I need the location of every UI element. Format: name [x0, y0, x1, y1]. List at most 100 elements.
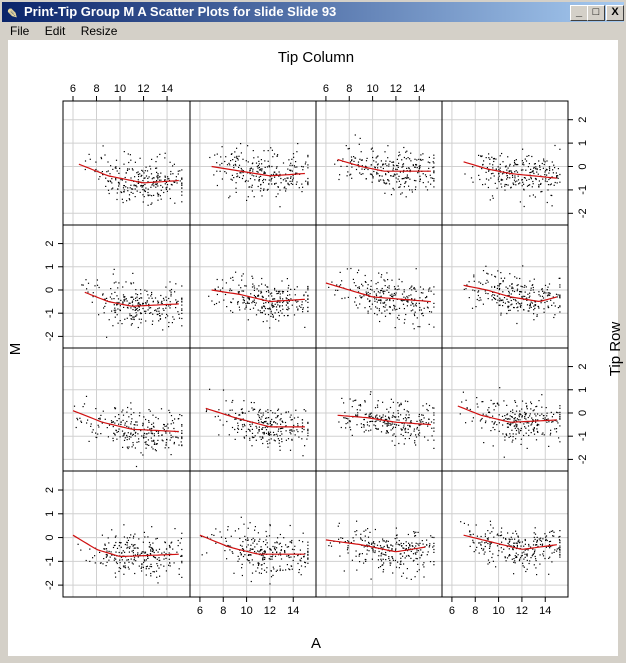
scatter-point: [267, 446, 269, 448]
scatter-point: [136, 441, 138, 443]
scatter-point: [521, 415, 523, 417]
scatter-point: [514, 413, 516, 415]
menu-file[interactable]: File: [10, 24, 30, 38]
scatter-point: [374, 528, 376, 531]
scatter-point: [380, 553, 382, 555]
scatter-point: [536, 539, 538, 541]
scatter-point: [482, 401, 484, 403]
scatter-point: [371, 174, 373, 176]
scatter-point: [148, 303, 150, 305]
scatter-point: [156, 184, 158, 186]
scatter-point: [157, 431, 160, 433]
x-tick-label: 10: [240, 605, 252, 617]
minimize-button[interactable]: _: [570, 5, 588, 21]
loess-curve: [463, 534, 557, 550]
scatter-point: [533, 427, 535, 429]
scatter-point: [216, 170, 218, 172]
scatter-point: [274, 555, 277, 557]
scatter-point: [242, 412, 244, 414]
scatter-point: [381, 564, 383, 566]
scatter-point: [401, 300, 403, 302]
scatter-point: [267, 314, 270, 316]
scatter-point: [148, 541, 151, 544]
close-button[interactable]: X: [606, 5, 624, 21]
scatter-point: [262, 412, 264, 414]
scatter-point: [540, 540, 543, 542]
scatter-point: [543, 434, 545, 436]
scatter-point: [384, 280, 386, 282]
scatter-point: [510, 536, 512, 538]
scatter-point: [559, 416, 561, 418]
scatter-point: [428, 156, 430, 158]
scatter-point: [422, 405, 424, 407]
scatter-point: [240, 152, 242, 154]
scatter-point: [172, 548, 174, 550]
scatter-point: [347, 545, 349, 547]
scatter-point: [142, 170, 144, 172]
scatter-point: [422, 414, 424, 416]
scatter-point: [526, 185, 529, 187]
scatter-point: [84, 160, 87, 162]
scatter-point: [368, 425, 370, 427]
scatter-point: [254, 529, 256, 531]
scatter-point: [388, 411, 390, 413]
scatter-point: [238, 176, 241, 178]
scatter-point: [273, 305, 275, 308]
scatter-point: [231, 179, 233, 181]
scatter-point: [510, 422, 512, 424]
scatter-point: [172, 422, 175, 424]
scatter-point: [402, 164, 404, 166]
maximize-button[interactable]: □: [587, 5, 605, 21]
scatter-point: [123, 306, 125, 308]
menu-edit[interactable]: Edit: [44, 24, 66, 38]
scatter-point: [357, 414, 359, 416]
scatter-point: [543, 163, 545, 166]
scatter-point: [294, 300, 297, 302]
scatter-point: [508, 418, 510, 420]
scatter-point: [94, 555, 96, 557]
scatter-point: [132, 433, 134, 435]
scatter-point: [376, 173, 378, 175]
scatter-point: [280, 423, 282, 425]
scatter-point: [546, 295, 549, 297]
scatter-point: [165, 432, 167, 434]
scatter-point: [253, 175, 255, 177]
scatter-point: [230, 301, 233, 304]
x-tick-label: 14: [413, 83, 425, 95]
scatter-point: [465, 422, 467, 424]
scatter-point: [382, 558, 384, 560]
scatter-point: [558, 277, 560, 279]
scatter-point: [288, 299, 290, 301]
scatter-point: [403, 308, 405, 310]
scatter-point: [271, 183, 273, 185]
scatter-point: [340, 284, 342, 286]
scatter-point: [533, 532, 535, 534]
scatter-point: [346, 165, 348, 167]
x-tick-label: 6: [323, 83, 329, 95]
scatter-point: [387, 421, 389, 423]
scatter-point: [285, 188, 287, 190]
scatter-point: [260, 549, 263, 551]
scatter-point: [101, 534, 103, 536]
scatter-point: [152, 571, 154, 573]
scatter-point: [287, 302, 289, 304]
scatter-point: [157, 300, 159, 302]
scatter-point: [515, 410, 518, 412]
scatter-point: [472, 181, 474, 183]
scatter-point: [260, 572, 262, 574]
scatter-point: [502, 301, 504, 303]
scatter-point: [253, 289, 255, 291]
scatter-point: [517, 427, 519, 430]
scatter-point: [146, 301, 148, 303]
scatter-point: [559, 540, 561, 542]
menu-resize[interactable]: Resize: [80, 24, 118, 38]
scatter-point: [153, 181, 155, 183]
scatter-point: [559, 441, 561, 443]
scatter-point: [494, 275, 496, 277]
scatter-point: [340, 426, 342, 429]
scatter-point: [226, 164, 229, 166]
scatter-point: [114, 316, 116, 318]
scatter-point: [531, 155, 533, 158]
scatter-point: [138, 441, 140, 443]
scatter-point: [515, 300, 517, 302]
